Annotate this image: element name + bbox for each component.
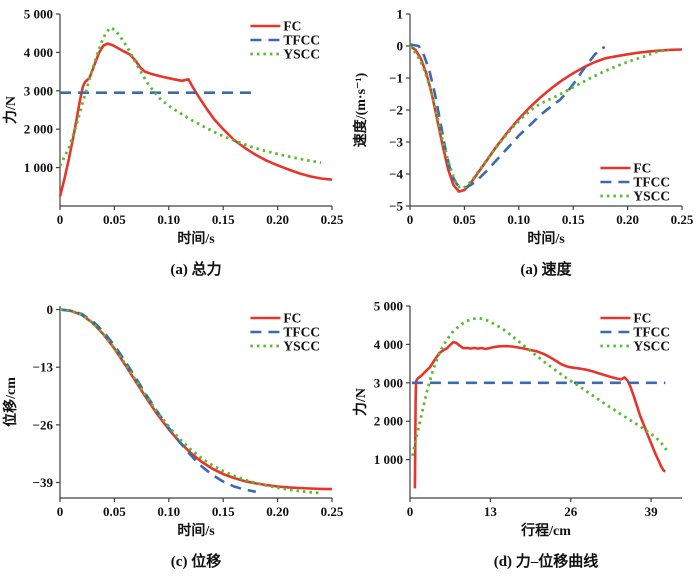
x-tick-label: 0.25 [321, 504, 344, 519]
total-force-plot: 0 0.05 0.10 0.15 0.20 0.25 1 000 2 000 3 000 4 00… [2, 7, 344, 248]
legend-label-tfcc: TFCC [283, 325, 320, 340]
y-tick-label: 3 000 [374, 375, 403, 390]
y-tick-label: −26 [33, 417, 54, 432]
panel-total-force: 0 0.05 0.10 0.15 0.20 0.25 1 000 2 000 3 000 4 00… [0, 0, 350, 292]
x-tick-label: 0.05 [453, 212, 476, 227]
y-tick-label: −1 [389, 71, 403, 86]
x-tick-label: 0.20 [266, 504, 289, 519]
x-tick-label: 0.05 [103, 212, 126, 227]
legend-label-yscc: YSCC [283, 47, 320, 62]
y-tick-label: 0 [47, 302, 54, 317]
series-fc-line [413, 340, 666, 489]
chart-total-force: 0 0.05 0.10 0.15 0.20 0.25 1 000 2 000 3 000 4 00… [0, 0, 350, 279]
caption-displacement: (c) 位移 [170, 554, 222, 570]
y-tick-label: −4 [389, 167, 403, 182]
y-axis-label: 力/N [352, 388, 369, 416]
legend-label-fc: FC [283, 311, 301, 326]
x-tick-label: 0.25 [321, 212, 344, 227]
displacement-plot: 0 0.05 0.10 0.15 0.20 0.25 0 −13 −26 −39 时间/s 位移/cm… [2, 302, 344, 539]
series-tfcc-line [59, 308, 257, 494]
y-tick-label: 1 000 [374, 452, 403, 467]
legend-label-tfcc: TFCC [633, 325, 670, 340]
legend-label-yscc: YSCC [633, 339, 670, 354]
panel-displacement: 0 0.05 0.10 0.15 0.20 0.25 0 −13 −26 −39 时间/s 位移/cm… [0, 292, 350, 585]
caption-velocity: (a) 速度 [520, 262, 572, 278]
caption-total-force: (a) 总力 [170, 262, 222, 278]
x-axis-label: 时间/s [177, 522, 215, 539]
x-tick-label: 0.10 [507, 212, 530, 227]
x-tick-label: 0 [407, 212, 414, 227]
x-tick-label: 39 [645, 504, 659, 519]
velocity-plot: 0 0.05 0.10 0.15 0.20 0.25 1 0 −1 −2 −3 −4 −5 时间/s 速度/… [352, 7, 694, 248]
series-fc-line [58, 42, 333, 197]
x-tick-label: 0.15 [212, 504, 235, 519]
x-tick-label: 0.05 [103, 504, 126, 519]
x-tick-label: 26 [564, 504, 578, 519]
series-yscc-line [59, 308, 322, 495]
y-tick-label: −2 [389, 103, 403, 118]
x-tick-label: 0.20 [266, 212, 289, 227]
panel-velocity: 0 0.05 0.10 0.15 0.20 0.25 1 0 −1 −2 −3 −4 −5 时间/s 速度/… [350, 0, 700, 292]
x-tick-label: 13 [484, 504, 498, 519]
y-tick-label: −13 [33, 360, 54, 375]
y-tick-label: 0 [397, 39, 404, 54]
x-axis-label: 行程/cm [520, 522, 571, 539]
x-tick-label: 0.20 [616, 212, 639, 227]
y-tick-label: −39 [33, 475, 54, 490]
y-axis-label: 位移/cm [2, 377, 19, 427]
legend-label-fc: FC [633, 311, 651, 326]
y-tick-label: 4 000 [24, 45, 53, 60]
x-tick-label: 0.10 [157, 504, 180, 519]
legend-label-tfcc: TFCC [283, 33, 320, 48]
x-tick-label: 0 [407, 504, 414, 519]
y-tick-label: 3 000 [24, 83, 53, 98]
y-axis-label: 速度/(m·s⁻¹) [352, 72, 369, 147]
panel-force-displacement: 0 13 26 39 1 000 2 000 3 000 4 000 5 000 行程/cm 力/N… [350, 292, 700, 585]
y-tick-label: 4 000 [374, 337, 403, 352]
x-axis-label: 时间/s [177, 230, 215, 247]
y-tick-label: 5 000 [24, 7, 53, 22]
x-tick-label: 0.15 [562, 212, 585, 227]
series-yscc-line [58, 26, 322, 167]
y-tick-label: 5 000 [374, 299, 403, 314]
y-tick-label: 2 000 [374, 414, 403, 429]
y-tick-label: 2 000 [24, 122, 53, 137]
caption-force-displacement: (d) 力–位移曲线 [493, 554, 599, 570]
y-axis-label: 力/N [2, 96, 19, 124]
chart-force-displacement: 0 13 26 39 1 000 2 000 3 000 4 000 5 000 行程/cm 力/N… [350, 292, 700, 571]
force-displacement-plot: 0 13 26 39 1 000 2 000 3 000 4 000 5 000 行程/cm 力/N… [352, 299, 682, 539]
y-tick-label: 1 [397, 7, 404, 22]
legend-label-tfcc: TFCC [633, 175, 670, 190]
legend-label-fc: FC [633, 161, 651, 176]
x-tick-label: 0.15 [212, 212, 235, 227]
legend-label-fc: FC [283, 19, 301, 34]
series-tfcc-line [409, 43, 606, 190]
y-tick-label: −3 [389, 135, 403, 150]
x-tick-label: 0.10 [157, 212, 180, 227]
x-tick-label: 0 [57, 504, 64, 519]
x-tick-label: 0 [57, 212, 64, 227]
series-yscc-line [408, 45, 670, 190]
x-axis-label: 时间/s [527, 230, 565, 247]
legend-label-yscc: YSCC [283, 339, 320, 354]
series-fc-line [59, 308, 333, 491]
series-yscc-line [411, 316, 668, 457]
chart-velocity: 0 0.05 0.10 0.15 0.20 0.25 1 0 −1 −2 −3 −4 −5 时间/s 速度/… [350, 0, 700, 279]
x-tick-label: 0.25 [671, 212, 694, 227]
y-tick-label: 1 000 [24, 160, 53, 175]
legend-label-yscc: YSCC [633, 189, 670, 204]
y-tick-label: −5 [389, 199, 403, 214]
chart-displacement: 0 0.05 0.10 0.15 0.20 0.25 0 −13 −26 −39 时间/s 位移/cm… [0, 292, 350, 571]
